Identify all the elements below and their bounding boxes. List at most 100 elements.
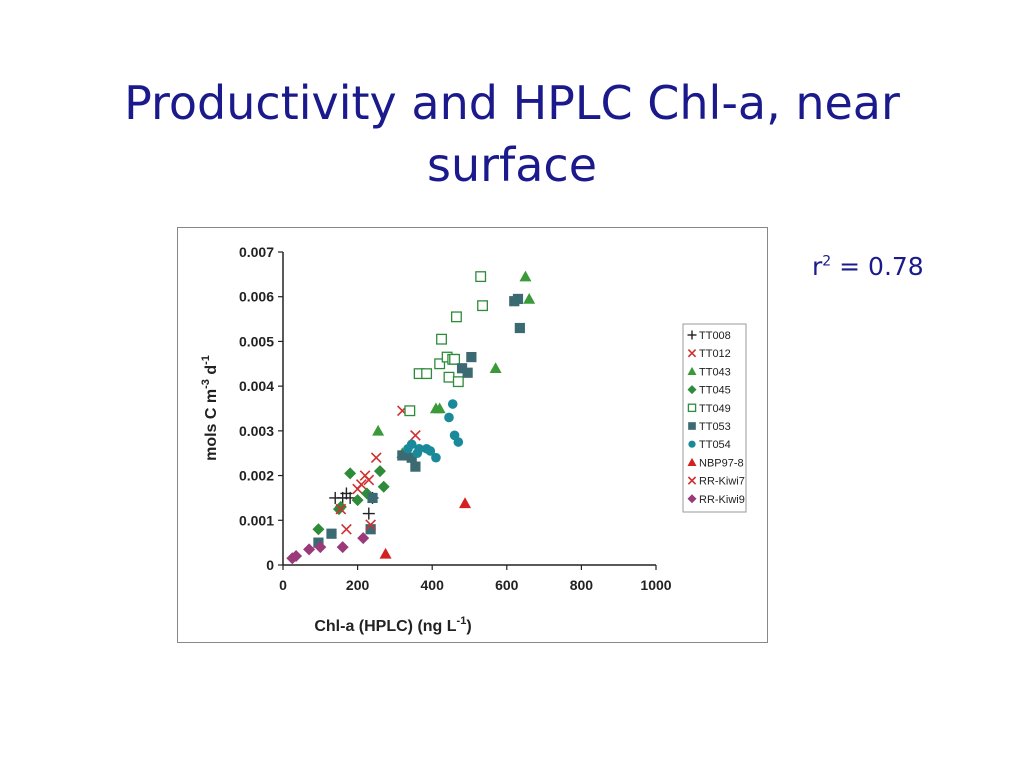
r-squared-label: r2 = 0.78: [812, 252, 924, 281]
scatter-chart: 0 0.001 0.002 0.003 0.004 0.005 0.006 0.007 0 200…: [200, 244, 747, 635]
legend-marker-nbp97-8: [687, 457, 697, 466]
data-point-tt054: [453, 437, 464, 447]
data-point-tt054: [425, 446, 436, 456]
data-point-tt049: [449, 353, 461, 365]
data-point-rr-kiwi9: [314, 541, 327, 554]
slide-title: Productivity and HPLC Chl-a, near surfac…: [124, 76, 900, 192]
r2-prefix: r: [812, 252, 823, 281]
x-tick-label: 600: [495, 577, 519, 593]
y-tick-label: 0.001: [239, 512, 274, 528]
points-layer: [286, 270, 536, 565]
data-point-tt045: [312, 523, 325, 536]
y-tick-label: 0.005: [239, 333, 274, 349]
data-point-tt045: [344, 467, 357, 480]
data-point-tt012: [355, 479, 367, 490]
data-point-tt049: [452, 376, 464, 388]
axes-layer: [282, 252, 656, 566]
data-point-tt045: [377, 480, 390, 493]
legend-marker-tt043: [687, 366, 697, 375]
data-point-tt008: [362, 507, 375, 520]
chart-frame: 0 0.001 0.002 0.003 0.004 0.005 0.006 0.007 0 200…: [177, 227, 768, 643]
r2-superscript: 2: [822, 253, 832, 270]
data-point-tt049: [434, 358, 446, 370]
legend-label-rr-kiwi9: RR-Kiwi9: [699, 494, 745, 506]
data-point-tt043: [519, 270, 532, 282]
legend-label-tt008: TT008: [699, 330, 731, 342]
data-point-tt053: [406, 452, 417, 463]
data-point-nbp97-8: [459, 497, 472, 509]
data-point-tt053: [456, 363, 468, 374]
legend-label-tt043: TT043: [699, 366, 731, 378]
y-tick-label: 0.003: [239, 423, 274, 439]
data-point-tt049: [475, 271, 487, 283]
y-tick-label: 0.002: [239, 468, 274, 484]
legend-label-tt053: TT053: [699, 421, 731, 433]
data-point-tt043: [489, 362, 502, 374]
data-point-tt049: [421, 368, 433, 380]
x-tick-label: 800: [570, 577, 594, 593]
data-point-tt012: [370, 452, 382, 464]
legend-label-rr-kiwi7: RR-Kiwi7: [699, 476, 745, 488]
data-point-tt054: [447, 399, 458, 409]
data-point-tt054: [431, 452, 441, 463]
data-point-tt053: [365, 524, 376, 535]
data-point-tt049: [443, 371, 455, 383]
x-tick-label: 1000: [640, 577, 671, 593]
data-point-tt043: [372, 424, 385, 436]
data-point-tt053: [514, 322, 525, 334]
y-tick-label: 0.007: [239, 244, 274, 260]
data-point-tt012: [410, 429, 421, 441]
data-point-rr-kiwi7: [335, 503, 347, 515]
data-point-rr-kiwi9: [357, 532, 370, 545]
y-axis-title: mols C m-3 d-1: [200, 355, 220, 461]
legend-label-nbp97-8: NBP97-8: [699, 457, 744, 469]
data-point-tt043: [433, 402, 446, 414]
data-point-tt053: [367, 492, 378, 504]
data-point-tt053: [512, 293, 524, 305]
data-point-tt054: [444, 412, 454, 423]
data-point-tt043: [523, 292, 536, 304]
x-tick-label: 0: [279, 577, 287, 593]
data-point-tt045: [334, 500, 347, 513]
data-point-tt054: [406, 439, 417, 450]
legend-marker-tt049: [687, 403, 697, 413]
legend: TT008 TT012 TT043 TT045 TT049 TT053 TT054 NBP97…: [682, 323, 747, 513]
legend-marker-tt045: [687, 385, 697, 395]
data-point-tt049: [450, 311, 462, 323]
data-point-tt012: [363, 474, 375, 486]
data-point-tt045: [351, 494, 364, 507]
legend-marker-rr-kiwi7: [687, 476, 697, 485]
data-point-rr-kiwi9: [336, 541, 349, 554]
data-point-tt053: [466, 351, 477, 363]
legend-marker-tt012: [687, 349, 697, 358]
data-point-rr-kiwi7: [365, 519, 377, 531]
legend-label-tt049: TT049: [699, 403, 731, 415]
r2-value: = 0.78: [831, 252, 924, 281]
data-point-tt053: [410, 461, 421, 472]
legend-marker-tt008: [687, 330, 697, 340]
data-point-rr-kiwi7: [341, 523, 352, 535]
data-point-nbp97-8: [379, 547, 392, 559]
legend-label-tt012: TT012: [699, 348, 731, 360]
data-point-rr-kiwi9: [303, 543, 316, 556]
x-tick-label: 400: [421, 577, 445, 593]
data-point-tt049: [477, 300, 489, 312]
data-point-tt053: [313, 537, 324, 548]
ticks-layer: 0 0.001 0.002 0.003 0.004 0.005 0.006 0.007 0 200…: [239, 244, 672, 593]
data-point-tt049: [436, 333, 447, 345]
data-point-tt053: [326, 528, 337, 539]
y-tick-label: 0: [266, 557, 274, 573]
data-point-tt053: [462, 367, 473, 378]
data-point-tt045: [373, 465, 386, 478]
legend-marker-tt053: [688, 422, 696, 430]
data-point-tt053: [397, 450, 408, 461]
legend-marker-tt054: [688, 440, 696, 448]
y-tick-label: 0.004: [239, 378, 274, 394]
legend-label-tt045: TT045: [699, 385, 731, 397]
data-point-tt054: [414, 443, 424, 454]
data-point-tt049: [404, 405, 416, 417]
data-point-rr-kiwi9: [290, 550, 303, 563]
x-axis-title: Chl-a (HPLC) (ng L-1): [314, 615, 471, 635]
y-tick-label: 0.006: [239, 289, 274, 305]
legend-label-tt054: TT054: [699, 439, 731, 451]
